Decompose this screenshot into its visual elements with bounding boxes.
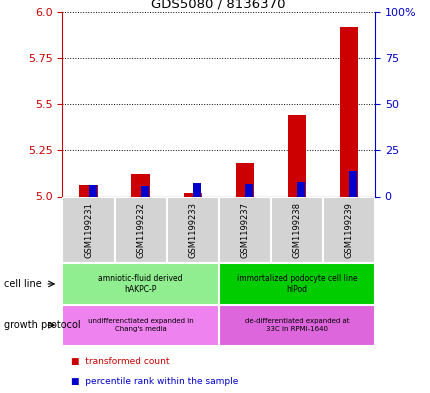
Bar: [270, 196, 322, 263]
Bar: [62, 305, 218, 346]
Bar: [296, 182, 304, 196]
Bar: [62, 263, 218, 305]
Bar: [89, 185, 96, 196]
Bar: [218, 305, 374, 346]
Title: GDS5080 / 8136370: GDS5080 / 8136370: [151, 0, 286, 11]
Bar: [62, 196, 114, 263]
Text: amniotic-fluid derived
hAKPC-P: amniotic-fluid derived hAKPC-P: [98, 274, 182, 294]
Bar: [131, 174, 149, 196]
Text: undifferenctiated expanded in
Chang's media: undifferenctiated expanded in Chang's me…: [88, 318, 193, 332]
Text: ■  transformed count: ■ transformed count: [71, 357, 169, 366]
Bar: [141, 186, 148, 196]
Bar: [348, 171, 356, 196]
Bar: [183, 193, 201, 196]
Text: cell line: cell line: [4, 279, 42, 289]
Text: growth protocol: growth protocol: [4, 320, 81, 330]
Text: GSM1199238: GSM1199238: [292, 202, 301, 258]
Bar: [287, 115, 305, 196]
Bar: [218, 196, 270, 263]
Bar: [114, 196, 166, 263]
Bar: [245, 184, 252, 196]
Text: GSM1199231: GSM1199231: [84, 202, 93, 258]
Bar: [79, 185, 98, 196]
Bar: [235, 163, 253, 196]
Text: de-differentiated expanded at
33C in RPMI-1640: de-differentiated expanded at 33C in RPM…: [244, 318, 348, 332]
Bar: [193, 183, 200, 196]
Bar: [218, 263, 374, 305]
Bar: [339, 27, 357, 196]
Text: GSM1199233: GSM1199233: [188, 202, 197, 258]
Text: GSM1199239: GSM1199239: [344, 202, 353, 258]
Text: GSM1199237: GSM1199237: [240, 202, 249, 258]
Text: ■  percentile rank within the sample: ■ percentile rank within the sample: [71, 377, 238, 386]
Bar: [322, 196, 374, 263]
Text: GSM1199232: GSM1199232: [136, 202, 145, 258]
Bar: [166, 196, 218, 263]
Text: immortalized podocyte cell line
hIPod: immortalized podocyte cell line hIPod: [236, 274, 356, 294]
